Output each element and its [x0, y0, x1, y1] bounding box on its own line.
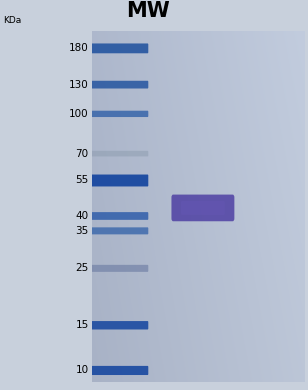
Text: 15: 15 [75, 320, 89, 330]
Text: KDa: KDa [3, 16, 21, 25]
Text: 180: 180 [69, 43, 89, 53]
Text: 35: 35 [75, 226, 89, 236]
FancyBboxPatch shape [87, 81, 148, 89]
Text: 40: 40 [75, 211, 89, 221]
Text: MW: MW [126, 2, 170, 21]
FancyBboxPatch shape [87, 175, 148, 186]
Text: 100: 100 [69, 109, 89, 119]
FancyBboxPatch shape [87, 111, 148, 117]
FancyBboxPatch shape [87, 43, 148, 53]
FancyBboxPatch shape [181, 201, 225, 215]
FancyBboxPatch shape [87, 212, 148, 220]
FancyBboxPatch shape [87, 366, 148, 375]
Text: 55: 55 [75, 176, 89, 186]
Text: 130: 130 [69, 80, 89, 90]
FancyBboxPatch shape [172, 195, 234, 221]
FancyBboxPatch shape [87, 321, 148, 330]
Text: 25: 25 [75, 263, 89, 273]
Text: 70: 70 [75, 149, 89, 159]
FancyBboxPatch shape [87, 151, 148, 156]
Text: 10: 10 [75, 365, 89, 376]
FancyBboxPatch shape [87, 265, 148, 272]
FancyBboxPatch shape [87, 227, 148, 234]
